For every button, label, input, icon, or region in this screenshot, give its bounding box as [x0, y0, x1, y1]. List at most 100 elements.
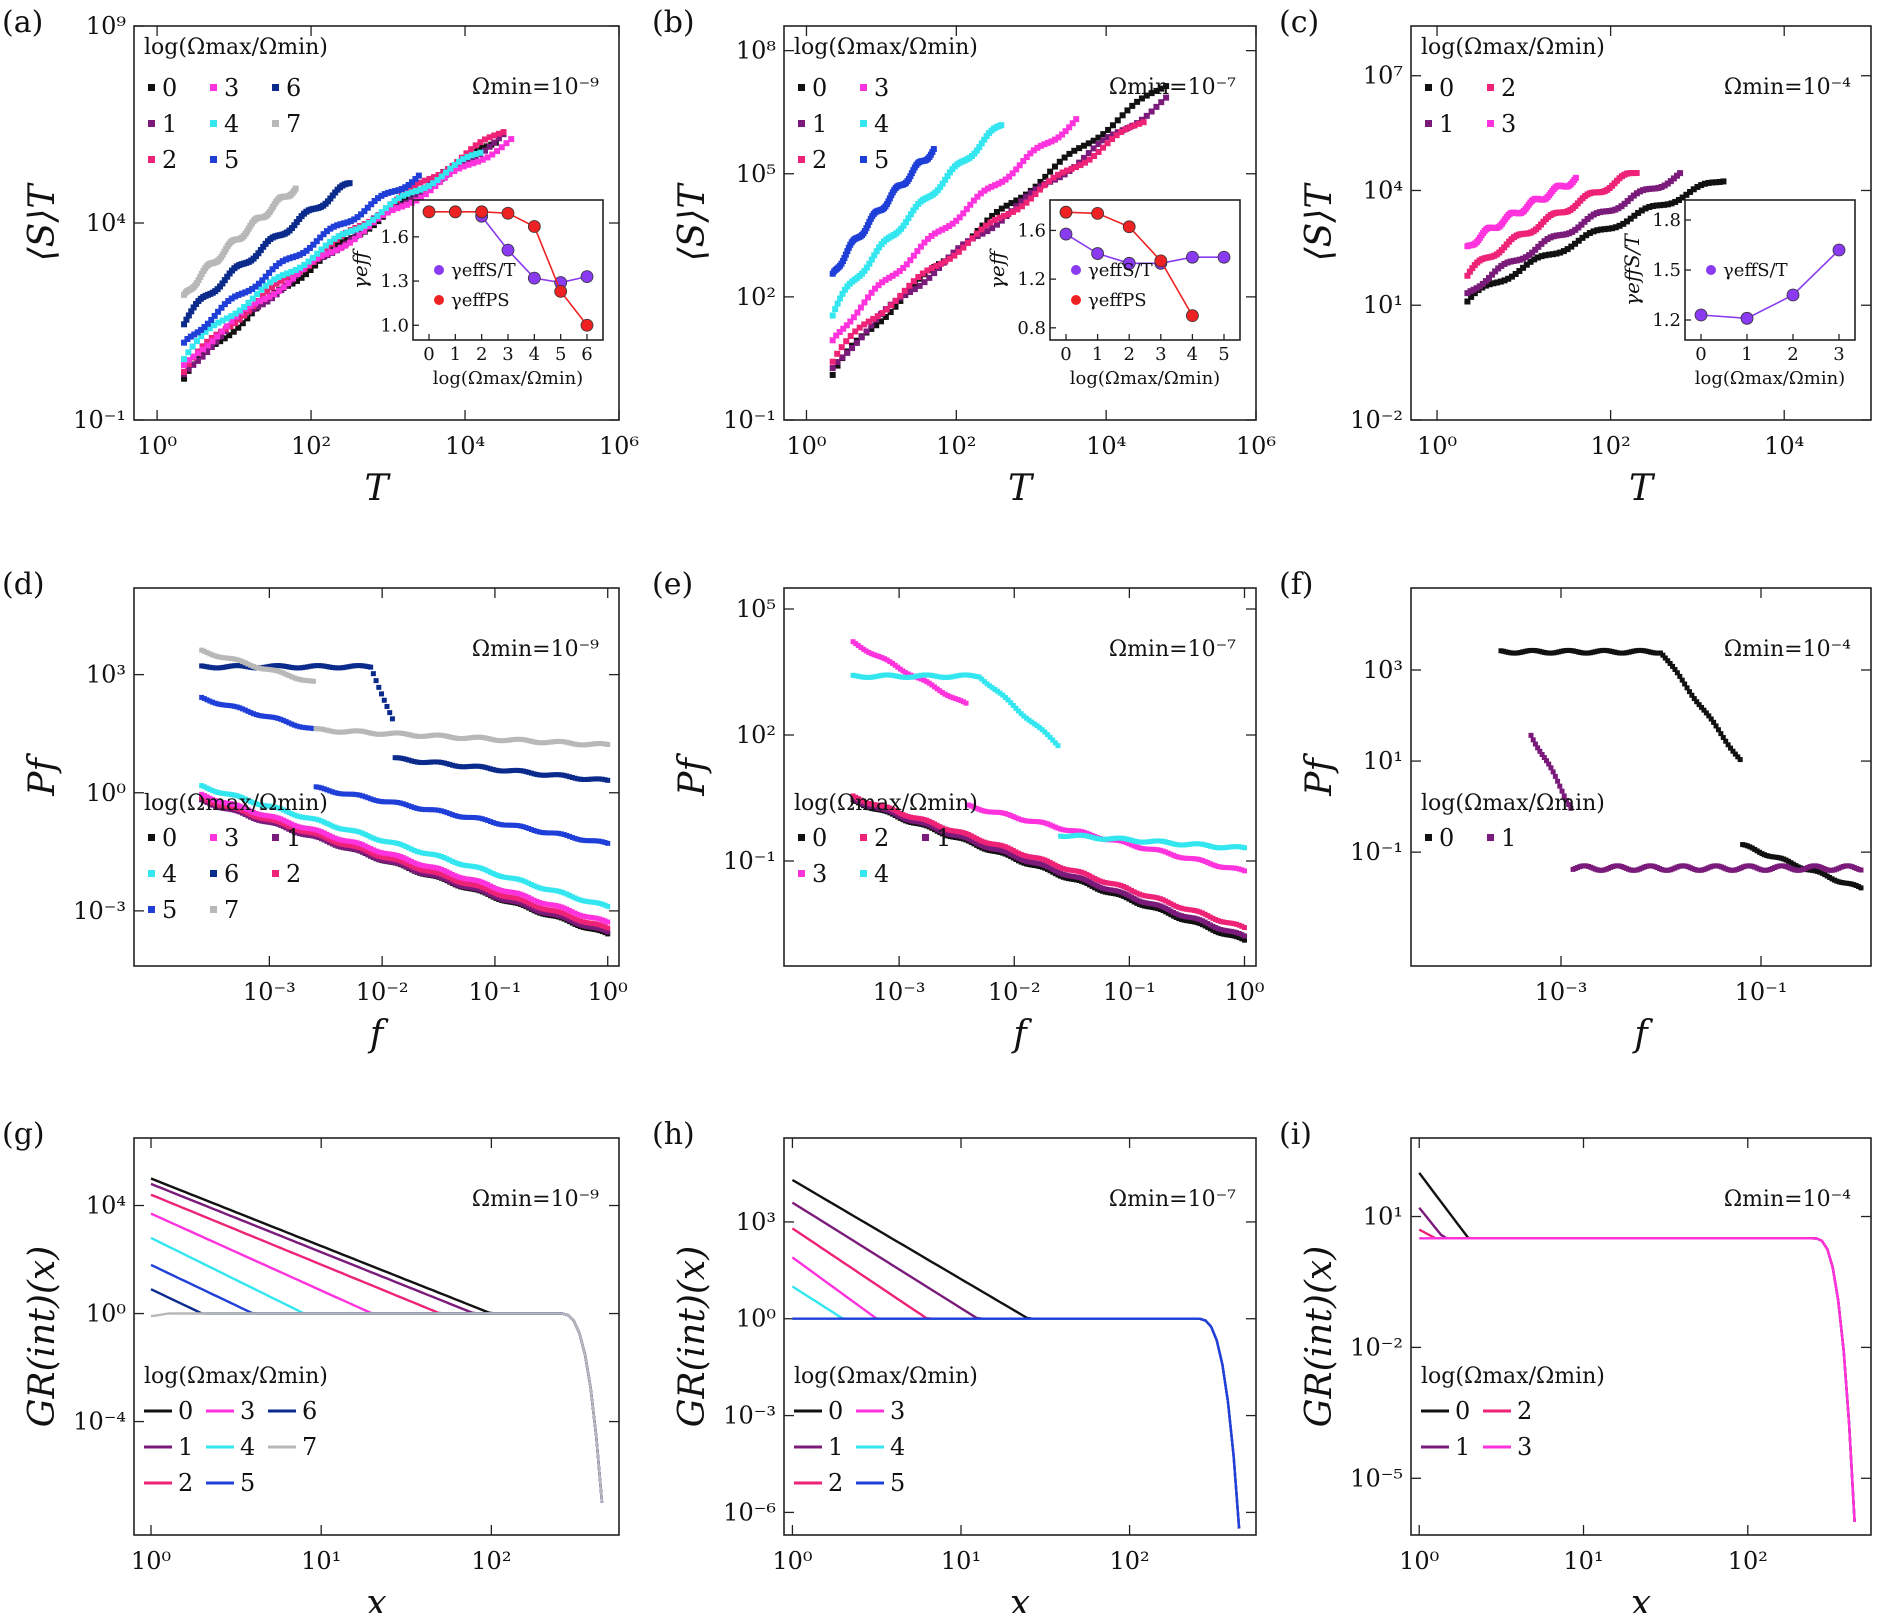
x-tick-label: 10⁻³ [243, 978, 296, 1006]
spectrum-point-2 [599, 923, 605, 929]
spectrum-point-5 [231, 703, 237, 709]
spectrum-point-3 [1226, 865, 1232, 871]
data-point-series-5 [320, 231, 327, 238]
spectrum-point-4 [417, 849, 423, 855]
spectrum-point-4 [430, 851, 436, 857]
data-point-series-1 [1630, 192, 1637, 199]
spectrum-point-0 [1735, 754, 1741, 760]
inset-line-0 [1065, 233, 1224, 265]
data-point-series-2 [204, 338, 211, 345]
inset-y-tick-label: 1.8 [1652, 210, 1681, 231]
spectrum-point-1 [1097, 884, 1103, 890]
spectrum-point-4 [207, 786, 213, 792]
data-point-series-1 [1649, 185, 1656, 192]
spectrum-point-4 [365, 833, 371, 839]
spectrum-point-3 [545, 901, 551, 907]
legend-marker-5 [148, 906, 155, 913]
data-point-series-3 [843, 322, 850, 329]
data-point-series-2 [847, 332, 854, 339]
spectrum-point-2 [1186, 907, 1192, 913]
spectrum-point-1 [599, 927, 605, 933]
spectrum-point-4 [910, 674, 916, 680]
spectrum-point-2 [498, 893, 504, 899]
spectrum-point-7 [212, 653, 218, 659]
spectrum-point-3 [474, 878, 480, 884]
spectrum-point-2 [1092, 876, 1098, 882]
data-point-series-4 [370, 216, 377, 223]
data-point-series-0 [1090, 137, 1097, 144]
spectrum-point-1 [199, 797, 205, 803]
spectrum-point-6 [414, 759, 420, 765]
spectrum-point-0 [1065, 876, 1071, 882]
data-point-series-1 [1550, 233, 1557, 240]
spectrum-point-4 [871, 674, 877, 680]
spectrum-point-2 [441, 872, 447, 878]
data-point-series-3 [1013, 166, 1020, 173]
spectrum-point-5 [515, 823, 521, 829]
data-point-series-4 [339, 231, 346, 238]
data-point-series-0 [1694, 183, 1701, 190]
data-point-series-5 [198, 326, 205, 333]
spectrum-point-6 [406, 757, 412, 763]
data-point-series-2 [1109, 136, 1116, 143]
legend-label-5: 5 [874, 146, 889, 174]
data-point-series-4 [400, 192, 407, 199]
data-point-series-1 [1547, 234, 1554, 241]
spectrum-point-2 [518, 896, 524, 902]
spectrum-point-3 [887, 659, 893, 665]
spectrum-point-0 [1730, 748, 1736, 754]
spectrum-point-0 [1725, 742, 1731, 748]
spectrum-point-6 [327, 664, 333, 670]
spectrum-point-5 [488, 819, 494, 825]
spectrum-point-7 [526, 738, 532, 744]
spectrum-point-2 [968, 833, 974, 839]
data-point-series-1 [1624, 198, 1631, 205]
spectrum-point-1 [520, 901, 526, 907]
spectrum-point-2 [223, 803, 229, 809]
legend-label-1: 1 [1439, 110, 1454, 138]
y-axis-label: GR(int)(x) [672, 1246, 713, 1428]
spectrum-point-4 [1000, 692, 1006, 698]
spectrum-point-3 [1207, 861, 1213, 867]
spectrum-point-2 [373, 852, 379, 858]
spectrum-point-4 [1042, 729, 1048, 735]
spectrum-point-0 [1720, 734, 1726, 740]
spectrum-point-7 [509, 737, 515, 743]
legend-title: log(Ωmax/Ωmin) [794, 1364, 978, 1389]
x-axis-label: f [367, 1014, 389, 1055]
spectrum-point-7 [406, 732, 412, 738]
inset-y-label: γeff [985, 247, 1009, 289]
data-point-series-3 [441, 174, 448, 181]
spectrum-point-1 [1548, 765, 1554, 771]
spectrum-point-6 [313, 663, 319, 669]
spectrum-point-0 [1723, 738, 1729, 744]
spectrum-point-1 [542, 910, 548, 916]
data-point-series-4 [361, 222, 368, 229]
spectrum-point-4 [897, 674, 903, 680]
spectrum-point-5 [310, 726, 316, 732]
spectrum-point-2 [253, 814, 259, 820]
spectrum-point-1 [1150, 901, 1156, 907]
y-tick-label: 10⁰ [86, 1300, 126, 1328]
spectrum-point-3 [1042, 820, 1048, 826]
data-point-series-5 [259, 277, 266, 284]
spectrum-point-4 [509, 875, 515, 881]
spectrum-point-6 [433, 759, 439, 765]
spectrum-point-6 [300, 665, 306, 671]
spectrum-point-2 [351, 843, 357, 849]
data-point-series-2 [1064, 167, 1071, 174]
spectrum-point-3 [316, 828, 322, 834]
spectrum-point-0 [1115, 892, 1121, 898]
data-point-series-1 [1538, 240, 1545, 247]
spectrum-point-0 [1055, 872, 1061, 878]
spectrum-point-4 [528, 882, 534, 888]
inset-point [1122, 256, 1136, 270]
data-point-series-4 [983, 133, 990, 140]
spectrum-point-4 [1110, 835, 1116, 841]
spectrum-point-0 [1701, 707, 1707, 713]
spectrum-point-1 [419, 870, 425, 876]
data-point-series-1 [1473, 285, 1480, 292]
data-point-series-0 [217, 338, 224, 345]
spectrum-point-5 [305, 725, 311, 731]
data-point-series-2 [421, 177, 428, 184]
